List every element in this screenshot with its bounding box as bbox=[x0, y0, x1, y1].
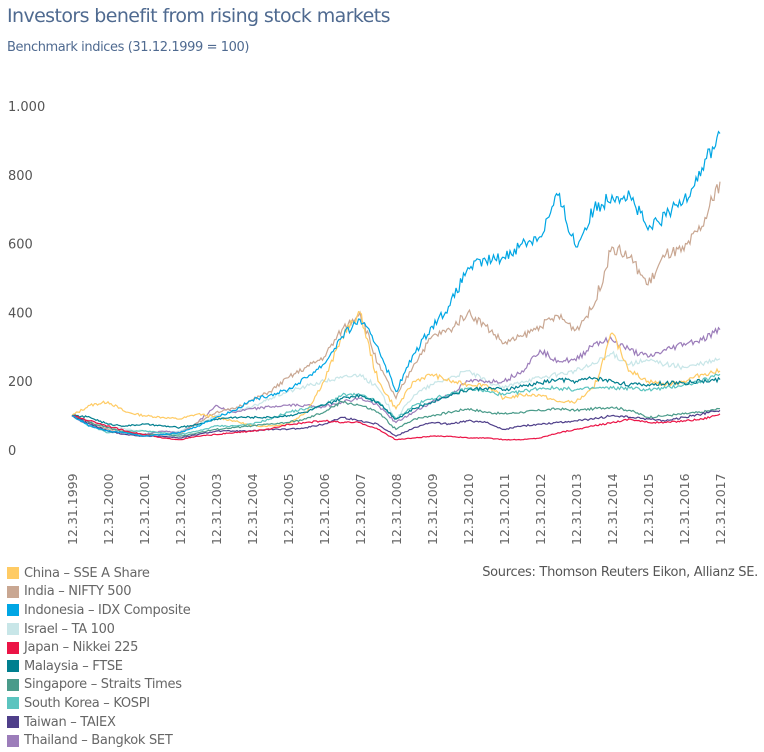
legend-label: Singapore – Straits Times bbox=[24, 677, 182, 693]
legend-item: Singapore – Straits Times bbox=[7, 676, 190, 695]
legend-item: Indonesia – IDX Composite bbox=[7, 601, 191, 620]
legend-swatch bbox=[7, 623, 19, 636]
x-tick-label: 12.31.2005 bbox=[281, 473, 296, 545]
x-tick-label: 12.31.2000 bbox=[101, 473, 116, 545]
x-tick-label: 12.31.2012 bbox=[533, 473, 548, 545]
legend-label: Malaysia – FTSE bbox=[24, 658, 123, 674]
x-tick-label: 12.31.2001 bbox=[137, 473, 152, 545]
legend-label: Japan – Nikkei 225 bbox=[24, 640, 139, 656]
x-tick-label: 12.31.2014 bbox=[605, 473, 620, 545]
legend-item: Taiwan – TAIEX bbox=[7, 713, 190, 732]
legend-item: South Korea – KOSPI bbox=[7, 694, 190, 713]
source-note: Sources: Thomson Reuters Eikon, Allianz … bbox=[482, 565, 758, 580]
x-tick-label: 12.31.2008 bbox=[389, 473, 404, 545]
x-tick-label: 12.31.2011 bbox=[497, 473, 512, 545]
x-tick-label: 12.31.2007 bbox=[353, 473, 368, 545]
x-tick-label: 12.31.2017 bbox=[713, 473, 728, 545]
x-tick-label: 12.31.1999 bbox=[65, 473, 80, 545]
x-tick-label: 12.31.2009 bbox=[425, 473, 440, 545]
x-tick-label: 12.31.2002 bbox=[173, 473, 188, 545]
series-line-indonesia bbox=[71, 130, 721, 437]
line-chart: 1.000 800 600 400 200 0 12.31.1999 12.31.2000 12… bbox=[8, 100, 728, 545]
legend-swatch bbox=[7, 585, 19, 598]
x-tick-label: 12.31.2013 bbox=[569, 473, 584, 545]
legend-swatch bbox=[7, 660, 19, 673]
y-tick-label: 1.000 bbox=[8, 100, 45, 115]
x-tick-label: 12.31.2010 bbox=[461, 473, 476, 545]
legend-item: Israel – TA 100 bbox=[7, 620, 190, 639]
legend-label: Taiwan – TAIEX bbox=[24, 714, 116, 730]
legend-label: South Korea – KOSPI bbox=[24, 695, 150, 711]
x-tick-label: 12.31.2006 bbox=[317, 473, 332, 545]
y-tick-label: 800 bbox=[8, 169, 33, 184]
y-tick-label: 200 bbox=[8, 375, 33, 390]
chart-title: Investors benefit from rising stock mark… bbox=[7, 5, 391, 27]
chart-subtitle: Benchmark indices (31.12.1999 = 100) bbox=[7, 40, 250, 55]
legend-label: Thailand – Bangkok SET bbox=[24, 733, 173, 749]
x-tick-label: 12.31.2003 bbox=[209, 473, 224, 545]
legend-swatch bbox=[7, 567, 19, 580]
legend-item: China – SSE A Share bbox=[7, 564, 190, 583]
series-line-malaysia bbox=[71, 376, 721, 429]
series-line-india bbox=[71, 181, 721, 436]
legend-item: Japan – Nikkei 225 bbox=[7, 638, 190, 657]
y-tick-label: 400 bbox=[8, 306, 33, 321]
legend-label: Israel – TA 100 bbox=[24, 621, 115, 637]
series-line-taiwan bbox=[71, 409, 721, 439]
legend-label: India – NIFTY 500 bbox=[24, 584, 132, 600]
legend-item: Malaysia – FTSE bbox=[7, 657, 190, 676]
legend-swatch bbox=[7, 604, 19, 617]
y-tick-label: 600 bbox=[8, 238, 33, 253]
x-tick-label: 12.31.2015 bbox=[641, 473, 656, 545]
x-tick-label: 12.31.2004 bbox=[245, 473, 260, 545]
legend-swatch bbox=[7, 716, 19, 729]
series-line-china bbox=[71, 310, 721, 428]
legend-item: India – NIFTY 500 bbox=[7, 583, 190, 602]
legend-label: China – SSE A Share bbox=[24, 565, 150, 581]
legend-swatch bbox=[7, 641, 19, 654]
series-line-japan bbox=[71, 413, 721, 441]
y-tick-label: 0 bbox=[8, 444, 16, 459]
legend-label: Indonesia – IDX Composite bbox=[24, 602, 191, 618]
x-tick-label: 12.31.2016 bbox=[677, 473, 692, 545]
legend-swatch bbox=[7, 678, 19, 691]
series-line-singapore bbox=[71, 400, 721, 437]
legend: China – SSE A Share India – NIFTY 500 Indo… bbox=[7, 564, 191, 750]
legend-swatch bbox=[7, 734, 19, 747]
legend-item: Thailand – Bangkok SET bbox=[7, 731, 190, 750]
legend-swatch bbox=[7, 697, 19, 710]
